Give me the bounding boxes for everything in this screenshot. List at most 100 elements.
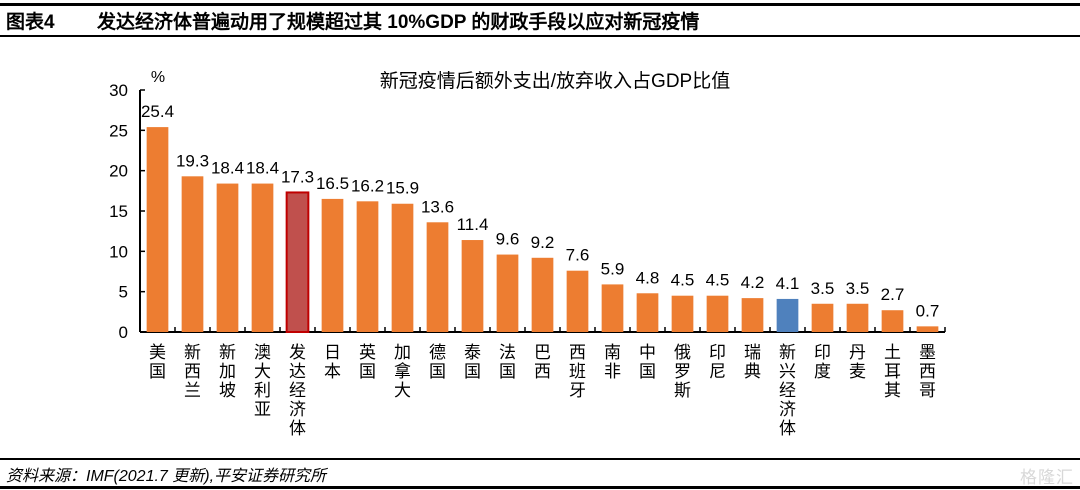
bars-group: [146, 127, 939, 333]
category-label: 新: [219, 343, 236, 362]
category-label: 墨: [919, 343, 936, 362]
category-label: 度: [814, 362, 831, 381]
category-label: 日: [324, 343, 341, 362]
data-label: 9.2: [531, 233, 555, 252]
category-label: 泰: [464, 343, 481, 362]
category-label: 澳: [254, 343, 271, 362]
data-label: 9.6: [496, 230, 520, 249]
category-label: 土: [884, 343, 901, 362]
category-label: 德: [429, 343, 446, 362]
source-rule: [0, 458, 1080, 460]
category-label: 新: [184, 343, 201, 362]
category-label: 济: [289, 400, 306, 419]
bar: [671, 295, 694, 332]
data-label: 13.6: [421, 197, 454, 216]
y-tick-label: 5: [119, 283, 128, 302]
category-label: 体: [779, 419, 796, 438]
bar: [391, 203, 414, 332]
data-label: 15.9: [386, 179, 419, 198]
bar: [566, 270, 589, 332]
category-label: 巴: [534, 343, 551, 362]
data-label: 4.5: [671, 271, 695, 290]
category-label: 利: [254, 381, 271, 400]
bar: [496, 254, 519, 332]
bar: [776, 298, 799, 332]
bar: [216, 183, 239, 332]
source-note: 资料来源：IMF(2021.7 更新),平安证券研究所: [6, 468, 327, 485]
data-label: 4.2: [741, 273, 765, 292]
bar: [426, 222, 449, 332]
y-tick-label: 25: [109, 121, 128, 140]
bar: [846, 303, 869, 332]
category-label: 国: [359, 362, 376, 381]
category-label: 法: [499, 343, 516, 362]
bar: [741, 298, 764, 332]
category-label: 俄: [674, 343, 691, 362]
y-tick-label: 0: [119, 323, 128, 342]
category-label: 本: [324, 362, 341, 381]
category-label: 国: [499, 362, 516, 381]
category-labels-group: 美国新西兰新加坡澳大利亚发达经济体日本英国加拿大德国泰国法国巴西西班牙南非中国俄…: [149, 343, 936, 438]
category-label: 非: [604, 362, 621, 381]
y-tick-label: 10: [109, 242, 128, 261]
bar: [181, 176, 204, 332]
category-label: 印: [814, 343, 831, 362]
category-label: 加: [219, 362, 236, 381]
category-label: 坡: [219, 381, 236, 400]
category-label: 大: [394, 381, 411, 400]
category-label: 发: [289, 343, 306, 362]
category-label: 英: [359, 343, 376, 362]
category-label: 大: [254, 362, 271, 381]
bar: [881, 310, 904, 332]
data-label: 5.9: [601, 259, 625, 278]
category-label: 经: [779, 381, 796, 400]
bar: [706, 295, 729, 332]
bottom-rule: [0, 486, 1080, 489]
category-label: 西: [919, 362, 936, 381]
bar: [285, 191, 310, 333]
bar: [601, 284, 624, 332]
data-label: 3.5: [811, 279, 835, 298]
category-label: 尼: [709, 362, 726, 381]
category-label: 耳: [884, 362, 901, 381]
category-label: 南: [604, 343, 621, 362]
data-label: 11.4: [457, 215, 489, 234]
category-label: 印: [709, 343, 726, 362]
figure-number: 图表4: [6, 12, 55, 33]
bar: [531, 257, 554, 332]
category-label: 兴: [779, 362, 796, 381]
watermark: 格隆汇: [1020, 468, 1074, 487]
data-label: 17.3: [281, 167, 314, 186]
category-label: 班: [569, 362, 586, 381]
data-label: 4.8: [636, 268, 660, 287]
top-rule: [0, 3, 1080, 6]
y-tick-label: 15: [109, 202, 128, 221]
bar: [636, 293, 659, 332]
category-label: 典: [744, 362, 761, 381]
category-label: 西: [184, 362, 201, 381]
bar: [146, 127, 169, 333]
data-labels-group: 25.419.3 18.4 18.4 17.3 16.5 16.2 15.913.611.4…: [141, 102, 939, 320]
bar: [461, 240, 484, 332]
data-label: 16.5: [316, 174, 349, 193]
bar: [251, 183, 274, 332]
data-label: 3.5: [846, 279, 870, 298]
category-label: 西: [569, 343, 586, 362]
data-label: 18.4: [246, 159, 279, 178]
category-label: 中: [639, 343, 656, 362]
category-label: 丹: [849, 343, 866, 362]
category-label: 加: [394, 343, 411, 362]
data-label: 2.7: [881, 285, 905, 304]
bar: [321, 198, 344, 332]
data-label: 0.7: [916, 301, 940, 320]
category-label: 国: [464, 362, 481, 381]
category-label: 达: [289, 362, 306, 381]
title-rule: [0, 35, 1080, 37]
category-label: 罗: [674, 362, 691, 381]
y-axis: 0 5 10 15 20 25 30: [109, 81, 145, 342]
category-label: 国: [149, 362, 166, 381]
category-label: 体: [289, 419, 306, 438]
data-label: 16.2: [351, 176, 384, 195]
data-label: 7.6: [566, 246, 590, 265]
